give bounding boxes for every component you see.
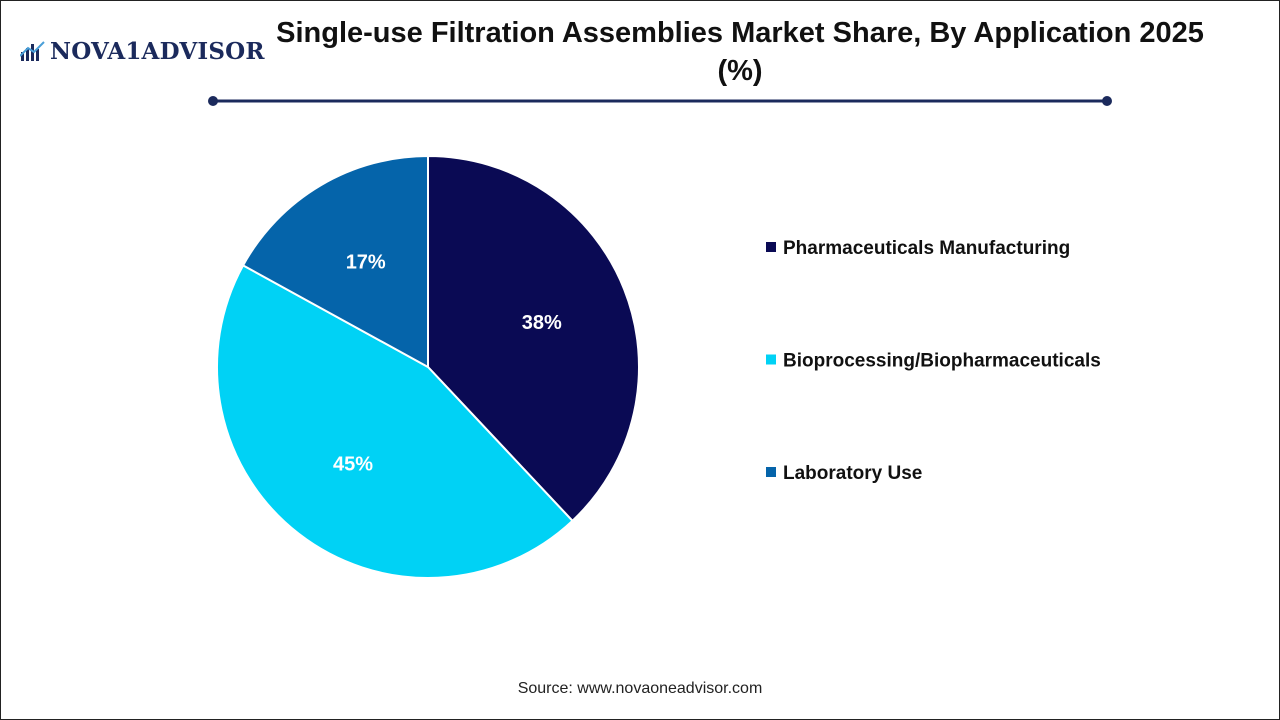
pie-slice-2 <box>241 154 429 369</box>
legend-swatch <box>766 467 776 477</box>
slice-value-label: 38% <box>522 312 562 334</box>
title-divider <box>208 96 1112 106</box>
legend-swatch <box>766 242 776 252</box>
legend-label: Bioprocessing/Biopharmaceuticals <box>783 351 1101 372</box>
brand-logo: NOVA1ADVISOR <box>20 34 265 68</box>
chart-title: Single-use Filtration Assemblies Market … <box>276 17 1204 87</box>
legend-label: Laboratory Use <box>783 463 922 484</box>
pie-slice-1 <box>216 263 574 579</box>
legend-label: Pharmaceuticals Manufacturing <box>783 238 1070 259</box>
slice-value-label: 45% <box>333 454 373 476</box>
slice-value-label: 17% <box>346 252 386 274</box>
logo-text: NOVA1ADVISOR <box>50 37 265 65</box>
source-note: Source: www.novaoneadvisor.com <box>517 680 763 697</box>
legend-swatch <box>766 354 776 365</box>
pie-slice-0 <box>427 154 640 523</box>
logo-bars-icon <box>20 41 45 61</box>
